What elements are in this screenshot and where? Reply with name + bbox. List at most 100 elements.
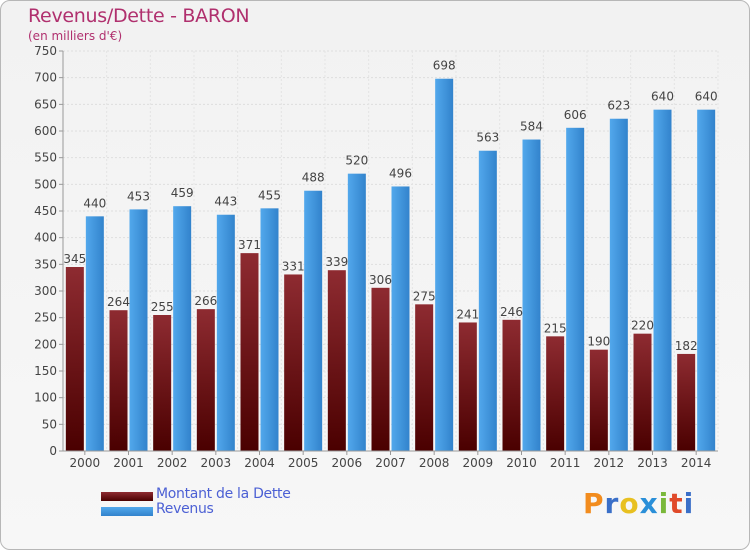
x-tick-label: 2002 [157, 456, 188, 470]
y-tick-label: 250 [34, 311, 57, 325]
data-label-dette: 275 [413, 289, 436, 303]
bar-revenus [697, 109, 716, 452]
data-label-revenus: 455 [258, 188, 281, 202]
x-tick-label: 2006 [332, 456, 363, 470]
bar-revenus [566, 127, 585, 452]
y-tick-label: 400 [34, 231, 57, 245]
logo-letter: r [604, 487, 620, 520]
data-label-revenus: 623 [607, 99, 630, 113]
y-tick-label: 200 [34, 337, 57, 351]
y-tick-label: 100 [34, 391, 57, 405]
bar-dette [284, 274, 303, 451]
data-label-dette: 371 [238, 238, 261, 252]
legend-swatch-dette [101, 492, 153, 501]
bar-dette [327, 270, 346, 451]
logo-letter: P [583, 487, 605, 520]
data-label-revenus: 640 [651, 90, 674, 104]
bar-dette [458, 322, 477, 451]
y-tick-label: 150 [34, 364, 57, 378]
data-label-revenus: 606 [564, 108, 587, 122]
data-label-revenus: 584 [520, 120, 543, 134]
data-label-dette: 345 [63, 252, 86, 266]
x-tick-label: 2009 [463, 456, 494, 470]
y-tick-label: 450 [34, 204, 57, 218]
bar-dette [371, 287, 390, 451]
x-tick-label: 2008 [419, 456, 450, 470]
logo-letter: i [658, 487, 670, 520]
data-label-revenus: 443 [214, 195, 237, 209]
bar-dette [196, 309, 215, 451]
legend-swatch-revenus [101, 507, 153, 516]
bar-revenus [653, 109, 672, 452]
x-tick-label: 2000 [70, 456, 101, 470]
bar-dette [109, 310, 128, 451]
bar-revenus [216, 214, 235, 451]
data-label-dette: 246 [500, 305, 523, 319]
bar-dette [240, 253, 259, 451]
bar-revenus [391, 186, 410, 451]
x-tick-label: 2013 [637, 456, 668, 470]
bar-dette [546, 336, 565, 451]
logo-letter: o [619, 487, 640, 520]
x-tick-label: 2012 [594, 456, 625, 470]
data-label-dette: 331 [282, 259, 305, 273]
data-label-dette: 182 [675, 339, 698, 353]
data-label-revenus: 520 [345, 154, 368, 168]
logo-letter: i [683, 487, 695, 520]
bar-revenus [260, 208, 279, 451]
bar-dette [633, 333, 652, 451]
bar-dette [502, 319, 521, 451]
data-label-revenus: 440 [83, 196, 106, 210]
bar-dette [589, 349, 608, 451]
bar-revenus [129, 209, 148, 451]
bars [65, 78, 716, 452]
legend-label-dette: Montant de la Dette [156, 486, 291, 502]
data-label-dette: 255 [151, 300, 174, 314]
y-tick-label: 700 [34, 71, 57, 85]
gridlines [62, 50, 719, 452]
y-tick-label: 600 [34, 124, 57, 138]
bar-dette [65, 267, 84, 451]
bar-revenus [435, 78, 454, 451]
chart-subtitle: (en milliers d'€) [28, 29, 123, 43]
bar-revenus [173, 206, 192, 451]
data-label-dette: 190 [587, 335, 610, 349]
data-label-revenus: 563 [476, 131, 499, 145]
data-label-dette: 266 [194, 294, 217, 308]
x-tick-label: 2005 [288, 456, 319, 470]
y-tick-label: 500 [34, 177, 57, 191]
data-label-dette: 241 [456, 307, 479, 321]
bar-dette [415, 304, 434, 451]
data-label-dette: 264 [107, 295, 130, 309]
bar-revenus [304, 190, 323, 451]
chart-title: Revenus/Dette - BARON [28, 5, 250, 27]
y-tick-label: 550 [34, 151, 57, 165]
axes: 0 50 100 150 200 250 300 350 400 450 500 550 600 650 7… [34, 44, 718, 470]
logo-letter: t [669, 487, 684, 520]
x-tick-label: 2001 [113, 456, 144, 470]
bar-revenus [478, 150, 497, 451]
bar-revenus [609, 118, 628, 451]
data-label-dette: 306 [369, 273, 392, 287]
data-label-dette: 215 [544, 321, 567, 335]
data-labels: 345 440 264 453 255 459 266 443 371 455 331 488 339 5… [63, 59, 717, 353]
data-label-dette: 220 [631, 319, 654, 333]
y-tick-label: 650 [34, 97, 57, 111]
data-label-revenus: 698 [433, 59, 456, 73]
data-label-revenus: 488 [302, 171, 325, 185]
y-tick-label: 750 [34, 44, 57, 58]
data-label-revenus: 453 [127, 189, 150, 203]
data-label-dette: 339 [325, 255, 348, 269]
y-tick-label: 350 [34, 257, 57, 271]
x-tick-label: 2014 [681, 456, 712, 470]
proxiti-logo: Proxiti [583, 487, 694, 520]
x-tick-label: 2007 [375, 456, 406, 470]
data-label-revenus: 640 [695, 90, 718, 104]
bar-revenus [85, 216, 104, 451]
x-tick-label: 2003 [201, 456, 232, 470]
x-tick-label: 2004 [244, 456, 275, 470]
bar-revenus [347, 173, 366, 451]
x-tick-label: 2011 [550, 456, 581, 470]
